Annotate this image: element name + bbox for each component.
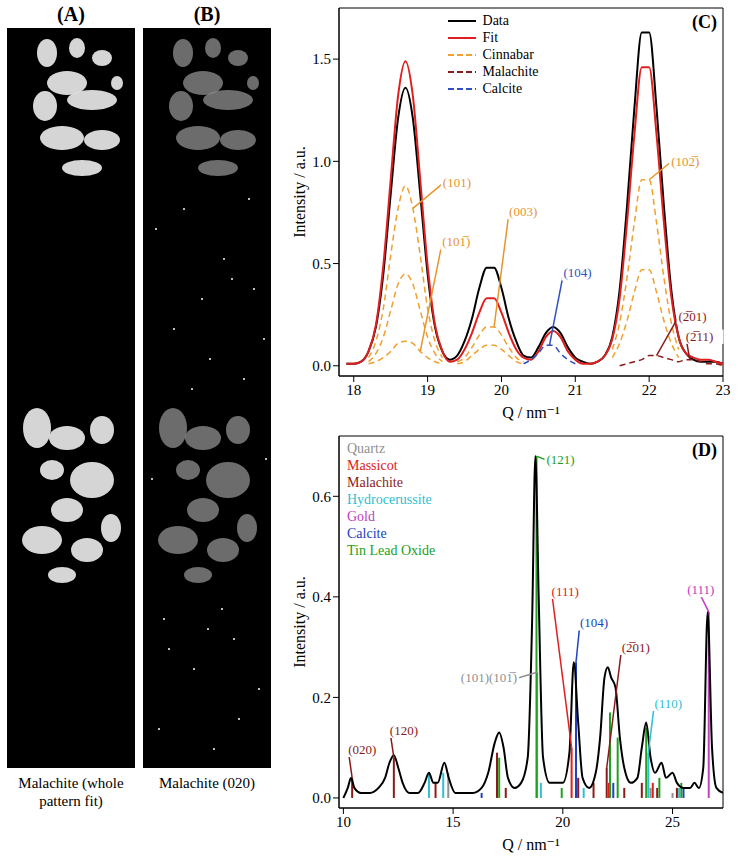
svg-text:0.2: 0.2	[312, 690, 331, 706]
html-text:(B): (B)	[193, 3, 221, 25]
html-text:Quartz: Quartz	[347, 440, 386, 456]
svg-text:(111): (111)	[552, 584, 579, 599]
html-text:Massicot: Massicot	[347, 457, 398, 473]
svg-text:20: 20	[494, 382, 509, 398]
svg-text:(104): (104)	[580, 615, 608, 630]
svg-text:(104): (104)	[563, 265, 591, 280]
svg-text:20: 20	[555, 814, 570, 830]
svg-text:18: 18	[346, 382, 361, 398]
svg-text:(101): (101)	[443, 175, 471, 190]
html-text:Malachite (020): Malachite (020)	[158, 775, 256, 791]
html-text:Calcite: Calcite	[347, 525, 387, 541]
svg-text:(101)(101̅): (101)(101̅)	[461, 670, 517, 685]
svg-text:22: 22	[642, 382, 657, 398]
html-text:Cinnabar: Cinnabar	[482, 46, 534, 62]
svg-text:25: 25	[665, 814, 680, 830]
svg-text:(101̅): (101̅)	[442, 234, 470, 249]
html-text:(D): (D)	[692, 440, 717, 460]
html-text:(A): (A)	[57, 3, 85, 25]
svg-text:(121): (121)	[546, 452, 574, 467]
html-text:Malachite (whole pattern fit): Malachite (whole pattern fit)	[18, 775, 124, 809]
svg-text:23: 23	[716, 382, 731, 398]
html-text:Calcite: Calcite	[482, 80, 523, 96]
svg-text:(110): (110)	[654, 696, 682, 711]
html-text:Malachite: Malachite	[482, 63, 539, 79]
svg-text:0.0: 0.0	[312, 358, 331, 374]
svg-text:10: 10	[336, 814, 351, 830]
svg-text:0.4: 0.4	[312, 589, 331, 605]
svg-text:(2̅11): (2̅11)	[686, 329, 714, 344]
html-text:Fit: Fit	[482, 29, 499, 45]
svg-text:Q / nm⁻¹: Q / nm⁻¹	[502, 836, 560, 853]
svg-text:1.0: 1.0	[312, 154, 331, 170]
svg-text:(003): (003)	[509, 204, 537, 219]
html-text:Gold: Gold	[347, 508, 375, 524]
svg-text:Intensity / a.u.: Intensity / a.u.	[291, 146, 309, 238]
svg-text:0.0: 0.0	[312, 790, 331, 806]
svg-text:(2̅01): (2̅01)	[622, 640, 650, 655]
svg-text:Intensity / a.u.: Intensity / a.u.	[291, 576, 309, 668]
html-text:(C): (C)	[692, 12, 717, 32]
svg-text:(2̅01): (2̅01)	[679, 309, 707, 324]
html-text:Data: Data	[482, 12, 509, 28]
svg-text:(102̅): (102̅)	[671, 154, 699, 169]
svg-text:1.5: 1.5	[312, 51, 331, 67]
html-text:Hydrocerussite: Hydrocerussite	[347, 491, 432, 507]
html-text:Malachite: Malachite	[347, 474, 403, 490]
svg-text:(120): (120)	[390, 723, 418, 738]
svg-text:15: 15	[446, 814, 461, 830]
svg-text:19: 19	[420, 382, 435, 398]
html-text:Tin Lead Oxide: Tin Lead Oxide	[347, 542, 436, 558]
svg-text:Q / nm⁻¹: Q / nm⁻¹	[502, 404, 560, 421]
svg-text:(020): (020)	[348, 742, 376, 757]
svg-text:21: 21	[568, 382, 583, 398]
svg-text:0.5: 0.5	[312, 256, 331, 272]
svg-text:(111): (111)	[687, 582, 714, 597]
svg-text:0.6: 0.6	[312, 489, 331, 505]
